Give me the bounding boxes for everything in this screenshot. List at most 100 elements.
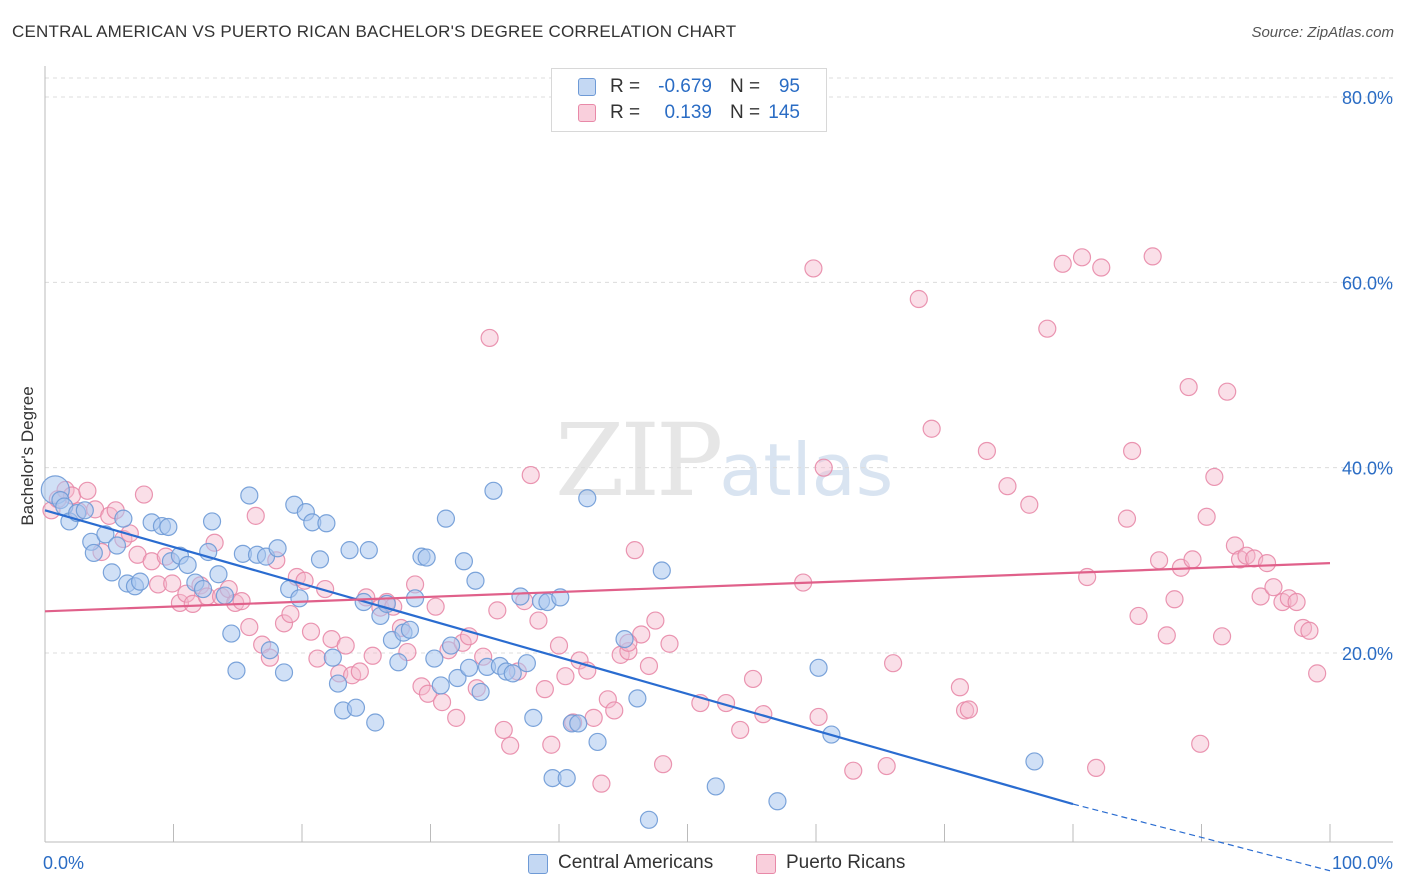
puerto-rican-point (246, 506, 265, 525)
legend-row-puerto-ricans: R = 0.139 N = 145 (552, 101, 826, 127)
puerto-rican-point (625, 541, 644, 560)
puerto-rican-point (240, 617, 259, 637)
central-american-point (260, 641, 279, 660)
puerto-rican-point (1143, 247, 1162, 266)
puerto-rican-point (301, 622, 321, 641)
central-american-point (400, 620, 420, 639)
central-american-point (569, 714, 588, 733)
puerto-rican-point (1072, 248, 1092, 267)
puerto-rican-point (432, 693, 452, 712)
central-american-point (484, 481, 503, 500)
legend-swatch-pink (578, 104, 596, 122)
puerto-rican-point (134, 485, 154, 504)
puerto-rican-point (1308, 664, 1327, 683)
central-american-point (448, 668, 467, 688)
x-tick-label: 100.0% (1332, 853, 1393, 873)
puerto-rican-point (639, 656, 659, 676)
legend-n-value: 95 (778, 76, 800, 97)
puerto-rican-point (1092, 258, 1111, 277)
central-american-point (441, 636, 461, 655)
legend-swatch-blue (578, 78, 596, 96)
central-american-point (268, 539, 287, 558)
central-american-point (578, 489, 597, 508)
central-american-point (511, 587, 530, 606)
central-american-point (340, 541, 359, 560)
puerto-rican-point (1225, 536, 1245, 555)
legend-r-value: -0.679 (658, 76, 712, 97)
puerto-rican-point (804, 259, 823, 278)
central-american-point (209, 565, 228, 584)
puerto-rican-point (731, 720, 750, 740)
chart-title: CENTRAL AMERICAN VS PUERTO RICAN BACHELO… (12, 22, 737, 41)
y-axis-label: Bachelor's Degree (18, 386, 37, 526)
puerto-rican-point (998, 477, 1017, 496)
central-american-point (328, 674, 348, 693)
puerto-rican-point (488, 601, 507, 620)
central-american-trendline-extension (1072, 803, 1331, 872)
y-tick-label: 60.0% (1342, 273, 1393, 293)
central-american-point (706, 777, 725, 796)
central-american-point (114, 509, 133, 528)
puerto-rican-point (480, 328, 499, 348)
puerto-rican-point (447, 708, 466, 727)
central-american-point (159, 517, 178, 537)
central-american-point (466, 571, 485, 590)
puerto-rican-point (521, 465, 540, 485)
puerto-rican-point (1197, 507, 1216, 526)
central-american-point (768, 792, 787, 811)
central-american-point (178, 555, 197, 575)
puerto-rican-point (1129, 606, 1148, 626)
watermark-atlas: atlas (719, 428, 894, 512)
legend-r-label: R = (610, 102, 641, 123)
central-american-point (102, 563, 121, 582)
puerto-rican-trendline (44, 562, 1331, 613)
central-american-point (588, 732, 607, 752)
puerto-rican-point (412, 677, 431, 696)
central-american-point (290, 589, 309, 608)
puerto-rican-point (529, 611, 548, 630)
puerto-rican-point (1218, 382, 1237, 401)
puerto-rican-point (78, 481, 97, 500)
correlation-legend: R = -0.679 N = 95 R = 0.139 N = 145 (551, 68, 827, 132)
central-american-point (317, 514, 336, 533)
central-american-point (96, 525, 115, 544)
central-american-point (389, 653, 408, 672)
puerto-rican-point (148, 575, 168, 594)
puerto-rican-point (1257, 554, 1277, 573)
legend-r-label: R = (610, 76, 641, 97)
central-american-point (628, 689, 647, 708)
central-american-point (639, 810, 659, 829)
central-american-point (107, 536, 127, 555)
puerto-rican-point (1038, 319, 1057, 338)
legend-label: Central Americans (558, 852, 714, 873)
legend-swatch-blue (528, 854, 548, 874)
puerto-rican-point (1053, 254, 1072, 273)
central-american-point (809, 658, 828, 677)
central-american-point (436, 509, 456, 528)
central-american-point (202, 512, 222, 531)
puerto-rican-point (1300, 621, 1319, 640)
legend-n-label: N = (730, 102, 761, 123)
puerto-rican-point (959, 700, 979, 719)
puerto-rican-point (1251, 587, 1270, 606)
puerto-rican-point (922, 419, 941, 438)
central-american-point (240, 486, 259, 505)
puerto-rican-point (501, 736, 520, 755)
puerto-rican-point (163, 574, 182, 593)
puerto-rican-point (363, 646, 382, 665)
puerto-rican-point (1149, 551, 1169, 570)
central-american-point (346, 698, 366, 717)
puerto-rican-point (844, 761, 863, 780)
puerto-rican-point (1123, 441, 1142, 461)
legend-label: Puerto Ricans (786, 852, 906, 873)
chart-source: Source: ZipAtlas.com (1251, 24, 1394, 41)
legend-n-value: 145 (768, 102, 800, 123)
puerto-rican-point (950, 678, 970, 697)
central-american-point (524, 708, 543, 727)
puerto-rican-point (542, 735, 561, 754)
puerto-rican-point (232, 592, 251, 611)
puerto-rican-point (336, 636, 355, 655)
puerto-rican-point (494, 720, 513, 740)
central-american-point (557, 768, 576, 788)
